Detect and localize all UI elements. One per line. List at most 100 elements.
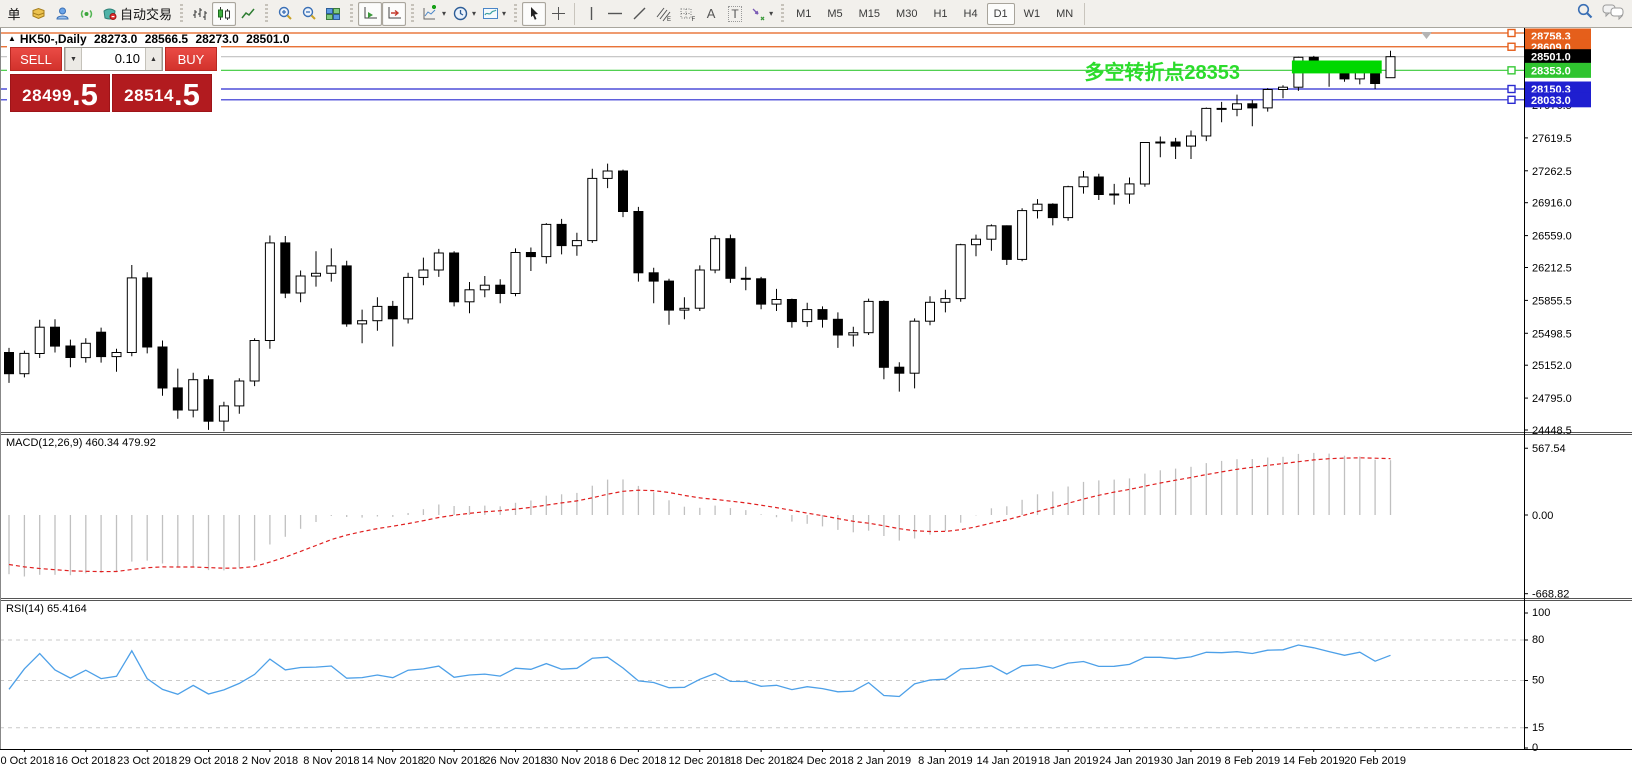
- new-order-button[interactable]: 单: [2, 2, 26, 26]
- toolbar-group-handle: [265, 3, 269, 24]
- ohlc-low: 28273.0: [195, 32, 239, 46]
- zoom-in-button[interactable]: [273, 2, 297, 26]
- bar-chart-button[interactable]: [188, 2, 212, 26]
- timeframe-m5[interactable]: M5: [827, 7, 843, 20]
- sell-button[interactable]: SELL: [10, 47, 62, 71]
- candle: [495, 284, 506, 295]
- tile-windows-button[interactable]: [321, 2, 345, 26]
- price-axis[interactable]: 27976.527619.527262.526916.026559.026212…: [1524, 28, 1591, 755]
- candlestick-chart-button[interactable]: [212, 1, 237, 26]
- toolbar: 单 自动交易: [0, 0, 1632, 28]
- community-button[interactable]: [50, 2, 74, 26]
- candle: [541, 223, 552, 258]
- timeframe-m30[interactable]: M30: [896, 7, 918, 20]
- annotation-text[interactable]: 多空转折点28353: [1084, 60, 1240, 84]
- level-line-handle[interactable]: [1507, 95, 1516, 105]
- candle: [786, 299, 797, 323]
- rsi-pane: [0, 639, 1524, 729]
- collapse-panel-icon[interactable]: ▲: [8, 34, 16, 43]
- price-level-tag[interactable]: 28501.0: [1525, 49, 1591, 65]
- date-label: 12 Dec 2018: [669, 755, 731, 767]
- candle: [218, 405, 229, 422]
- chart-canvas[interactable]: 多空转折点28353 27976.527619.527262.526916.026…: [0, 28, 1632, 774]
- arrows-button[interactable]: ▾: [747, 2, 776, 26]
- shift-marker-icon[interactable]: [1421, 32, 1432, 39]
- chart-shift-icon: [388, 7, 401, 19]
- level-line-handle[interactable]: [1507, 42, 1516, 51]
- date-label: 2 Jan 2019: [857, 755, 911, 767]
- candle: [602, 170, 613, 179]
- autotrading-icon: [103, 8, 117, 20]
- history-center-button[interactable]: [26, 2, 50, 26]
- candle: [679, 307, 690, 311]
- vertical-line-button[interactable]: [579, 2, 603, 26]
- candle: [1186, 135, 1196, 147]
- candle: [126, 277, 137, 353]
- timeframe-d1[interactable]: D1: [986, 2, 1015, 25]
- time-axis[interactable]: 10 Oct 2018 16 Oct 2018 23 Oct 2018 29 Oct …: [0, 749, 1406, 767]
- crosshair-button[interactable]: [546, 2, 570, 26]
- chart-title: ▲ HK50-,Daily 28273.0 28566.5 28273.0 285…: [8, 32, 294, 46]
- candle: [1216, 107, 1227, 110]
- lot-size-input[interactable]: 0.10: [82, 48, 145, 70]
- candle: [1155, 141, 1166, 144]
- zoom-out-button[interactable]: [297, 2, 321, 26]
- buy-price-box[interactable]: 28514.5: [112, 74, 212, 112]
- candle: [264, 242, 275, 341]
- price-axis-label: 25152.0: [1532, 360, 1572, 372]
- timeframe-w1[interactable]: W1: [1023, 7, 1041, 20]
- candle: [817, 309, 828, 320]
- highlight-rectangle[interactable]: [1291, 60, 1382, 74]
- periods-button[interactable]: ▾: [449, 2, 479, 26]
- lot-increase-button[interactable]: ▲: [145, 48, 162, 70]
- lot-decrease-button[interactable]: ▼: [65, 48, 82, 70]
- timeframe-h4[interactable]: H4: [963, 7, 978, 20]
- level-line-handle[interactable]: [1507, 66, 1516, 75]
- text-label-button[interactable]: T: [723, 2, 747, 26]
- buy-button[interactable]: BUY: [165, 47, 217, 71]
- search-icon[interactable]: [1576, 2, 1594, 20]
- date-label: 18 Dec 2018: [730, 755, 792, 767]
- trendline-button[interactable]: [627, 2, 651, 26]
- grid-button[interactable]: F: [675, 2, 699, 26]
- templates-button[interactable]: ▾: [479, 2, 509, 26]
- date-label: 24 Jan 2019: [1099, 755, 1160, 767]
- auto-scroll-button[interactable]: [358, 1, 383, 26]
- candle: [341, 265, 352, 325]
- level-line-handle[interactable]: [1507, 84, 1516, 94]
- timeframe-mn[interactable]: MN: [1056, 7, 1074, 20]
- main-pane: 多空转折点28353: [0, 28, 1524, 432]
- signals-button[interactable]: [74, 2, 98, 26]
- date-label: 8 Nov 2018: [303, 755, 359, 767]
- timeframe-h1[interactable]: H1: [933, 7, 948, 20]
- text-button[interactable]: A: [699, 2, 723, 26]
- indicators-button[interactable]: ▾: [419, 2, 449, 26]
- ohlc-open: 28273.0: [93, 32, 138, 46]
- candle: [556, 223, 567, 247]
- chart-shift-button[interactable]: [382, 1, 407, 26]
- chat-icon[interactable]: [1602, 2, 1624, 20]
- fibonacci-button[interactable]: E: [651, 2, 675, 26]
- horizontal-line-button[interactable]: [603, 2, 627, 26]
- price-axis-label: 26212.5: [1532, 263, 1572, 275]
- candle: [188, 379, 199, 411]
- candle: [142, 277, 153, 348]
- candle: [1139, 142, 1150, 185]
- level-line-handle[interactable]: [1507, 28, 1516, 38]
- price-level-tag[interactable]: 28033.0: [1525, 92, 1591, 108]
- candle: [433, 252, 444, 271]
- cursor-button[interactable]: [522, 1, 547, 26]
- candle: [1124, 183, 1135, 195]
- timeframe-m1[interactable]: M1: [796, 7, 812, 20]
- community-icon: [55, 7, 69, 20]
- sell-price-box[interactable]: 28499.5: [10, 74, 110, 112]
- price-level-tag[interactable]: 28353.0: [1525, 62, 1591, 78]
- candle: [525, 252, 536, 258]
- text-label-icon: T: [728, 5, 742, 22]
- autotrading-button[interactable]: 自动交易: [98, 2, 175, 26]
- candle: [1063, 186, 1074, 219]
- candle: [65, 345, 76, 358]
- candle: [1278, 86, 1288, 90]
- line-chart-button[interactable]: [236, 2, 260, 26]
- timeframe-m15[interactable]: M15: [858, 7, 881, 20]
